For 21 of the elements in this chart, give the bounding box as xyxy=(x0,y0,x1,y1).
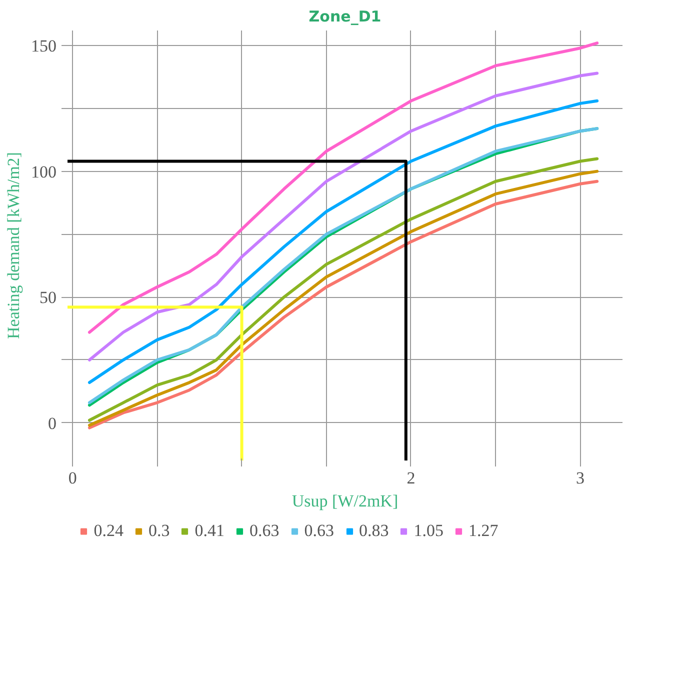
legend-label: 0.63 xyxy=(249,521,280,541)
x-tick-label: 3 xyxy=(576,468,584,488)
line-series xyxy=(88,72,599,362)
legend-label: 0.41 xyxy=(194,521,224,541)
legend-label: 1.05 xyxy=(414,521,444,541)
legend-label: 0.24 xyxy=(94,521,124,541)
y-tick-label: 150 xyxy=(31,36,56,56)
line-series xyxy=(88,42,599,334)
legend-label: 0.3 xyxy=(148,521,170,541)
x-axis-title: Usup [W/2mK] xyxy=(292,492,398,510)
x-tick-label: 2 xyxy=(406,468,416,488)
y-tick-label: 0 xyxy=(48,414,56,433)
y-tick-label: 100 xyxy=(31,162,56,182)
x-tick-label: 0 xyxy=(68,468,77,488)
legend-label: 0.83 xyxy=(358,521,389,541)
y-tick-label: 50 xyxy=(40,288,56,308)
legend-label: 0.63 xyxy=(304,521,334,541)
legend-label: 1.27 xyxy=(468,521,498,541)
chart-title: Zone_D1 xyxy=(308,8,382,26)
line-series xyxy=(88,99,599,384)
y-axis-title: Heating demand [kWh/m2] xyxy=(4,152,23,339)
